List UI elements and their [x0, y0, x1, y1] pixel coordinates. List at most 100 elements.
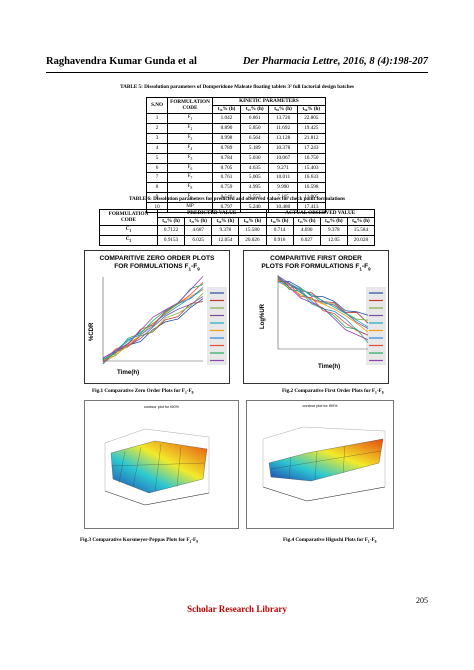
- t6-value: 12.054: [211, 234, 240, 246]
- t6-subheader: t₅₀% (h): [319, 216, 348, 226]
- table6: FORMULATION CODE PREDICTED VALUE ACTUAL …: [99, 209, 376, 246]
- series-line: [102, 287, 204, 365]
- chart1-title-sub2: 9: [197, 266, 200, 272]
- t5-sno: 4: [145, 142, 169, 154]
- table-row: 1 F1 1.042 6.861 13.726 22.805: [145, 112, 327, 124]
- t5-sno: 8: [145, 182, 169, 194]
- t5-value: 4.995: [240, 182, 270, 194]
- t5-code: F2: [167, 122, 213, 134]
- t6-h-obs: ACTUAL OBSERVED VALUE: [265, 209, 375, 218]
- t5-value: 17.243: [296, 142, 327, 154]
- fig4-text: Fig.4 Comparative Higuchi Plots for F: [283, 537, 368, 543]
- t6-value: 0.7122: [156, 224, 186, 236]
- fig1-text: Fig.1 Comparative Zero Order Plots for F: [92, 388, 185, 394]
- chart2-title: COMPARITIVE FIRST ORDER PLOTS FOR FORMUL…: [244, 255, 388, 273]
- t5-value: 5.005: [240, 172, 270, 184]
- t5-value: 5.850: [240, 122, 270, 134]
- table-row: 7 F7 0.761 5.005 10.011 16.633: [145, 172, 327, 184]
- t6-subheader: t₉₀% (h): [238, 216, 267, 226]
- table-row: 8 F8 0.759 4.995 9.990 16.598: [145, 182, 327, 194]
- chart2-xlabel: Time(h): [318, 363, 341, 370]
- surf1-title: contour plot for t50%: [143, 405, 180, 409]
- surf2-svg: [262, 426, 386, 502]
- chart1-title-dash: -F: [191, 263, 198, 270]
- t5-value: 4.635: [240, 162, 270, 174]
- t5-code-text: F: [187, 163, 191, 170]
- t5-sno: 3: [145, 132, 169, 144]
- t5-code-sub: 3: [190, 136, 193, 141]
- t5-code-sub: 6: [190, 166, 193, 171]
- t5-code-text: F: [187, 123, 191, 130]
- chart2-title-line2: PLOTS FOR FORMULATIONS F: [261, 263, 360, 270]
- t5-sno: 5: [145, 152, 169, 164]
- running-header: Raghavendra Kumar Gunda et al Der Pharma…: [46, 56, 428, 67]
- header-journal: Der Pharmacia Lettre, 2016, 8 (4):198-20…: [242, 56, 428, 67]
- t6-value: 9.378: [211, 224, 240, 236]
- t5-sno: 7: [145, 172, 169, 184]
- table-row: C1 0.7122 4.687 9.378 15.580 0.714 4.690 9.378 1…: [99, 224, 376, 236]
- t5-subheader: t₉₀% (h): [296, 104, 327, 114]
- t6-value: 20.028: [346, 234, 376, 246]
- series-line: [277, 276, 369, 321]
- t5-value: 5.030: [240, 152, 270, 164]
- t5-code-text: F: [187, 113, 191, 120]
- t6-code-sub: 1: [129, 228, 132, 233]
- t6-subheader: t₁₀% (h): [265, 216, 294, 226]
- t5-value: 16.750: [296, 152, 327, 164]
- t6-value: 0.714: [265, 224, 294, 236]
- first-order-chart: COMPARITIVE FIRST ORDER PLOTS FOR FORMUL…: [243, 250, 389, 384]
- t6-value: 4.687: [184, 224, 213, 236]
- t5-value: 10.378: [268, 142, 298, 154]
- header-rule: [46, 72, 428, 73]
- fig3-sub1: 1: [189, 540, 192, 545]
- t5-code: F5: [167, 152, 213, 164]
- table-row: 2 F2 0.890 5.850 11.692 19.425: [145, 122, 327, 134]
- fig1-sub2: 9: [191, 391, 194, 396]
- chart2-title-sub1: 1: [359, 266, 362, 272]
- series-line: [277, 277, 369, 328]
- t5-value: 0.761: [211, 172, 242, 184]
- fig2-dash: -F: [376, 388, 382, 394]
- table-row: C2 0.9153 6.025 12.054 20.026 0.916 6.027 12.05…: [99, 234, 376, 246]
- chart2-plot: [277, 275, 386, 365]
- table5-caption: TABLE 5: Dissolution parameters of Dompe…: [120, 84, 354, 90]
- t6-subheader: t₂₅% (h): [292, 216, 321, 226]
- t6-value: 0.916: [265, 234, 294, 246]
- series-line: [102, 296, 204, 359]
- t5-code-text: F: [187, 153, 191, 160]
- t5-code-text: F: [187, 133, 191, 140]
- fig1-sub1: 1: [184, 391, 187, 396]
- t6-value: 15.580: [238, 224, 267, 236]
- fig4-caption: Fig.4 Comparative Higuchi Plots for F1-F…: [283, 537, 376, 544]
- t5-value: 6.861: [240, 112, 270, 124]
- axis-lines: [277, 275, 368, 350]
- fig3-caption: Fig.3 Comparative Korsmeyer-Peppas Plots…: [80, 537, 198, 544]
- chart2-title-dash: -F: [361, 263, 369, 270]
- t5-value: 1.042: [211, 112, 242, 124]
- t6-value: 20.026: [238, 234, 267, 246]
- table6-caption: TABLE 6: Dissolution parameters for pred…: [128, 196, 346, 202]
- t5-code-sub: 7: [190, 176, 193, 181]
- t5-subheader: t₁₀% (h): [211, 104, 242, 114]
- t5-value: 0.789: [211, 142, 242, 154]
- t5-value: 11.692: [268, 122, 298, 134]
- table-row: 6 F6 0.705 4.635 9.271 15.403: [145, 162, 327, 174]
- t6-h-code: FORMULATION CODE: [99, 209, 158, 226]
- t5-code-sub: 8: [190, 186, 193, 191]
- surface-plot-2: contour plot for t90%: [246, 400, 394, 529]
- t5-code-text: F: [187, 143, 191, 150]
- t5-h-code: FORMULATION CODE: [167, 97, 213, 114]
- t5-code-sub: 2: [190, 126, 193, 131]
- page-number: 205: [416, 596, 428, 605]
- t5-value: 10.067: [268, 152, 298, 164]
- surface-plot-1: contour plot for t50%: [84, 400, 239, 529]
- t6-code: C2: [99, 234, 158, 246]
- table-row: 5 F5 0.784 5.030 10.067 16.750: [145, 152, 327, 164]
- t5-code: F4: [167, 142, 213, 154]
- t5-value: 13.128: [268, 132, 298, 144]
- t5-code: F3: [167, 132, 213, 144]
- series-line: [102, 282, 204, 363]
- t5-sno: 1: [145, 112, 169, 124]
- t6-value: 9.378: [319, 224, 348, 236]
- chart1-plot: [102, 276, 227, 365]
